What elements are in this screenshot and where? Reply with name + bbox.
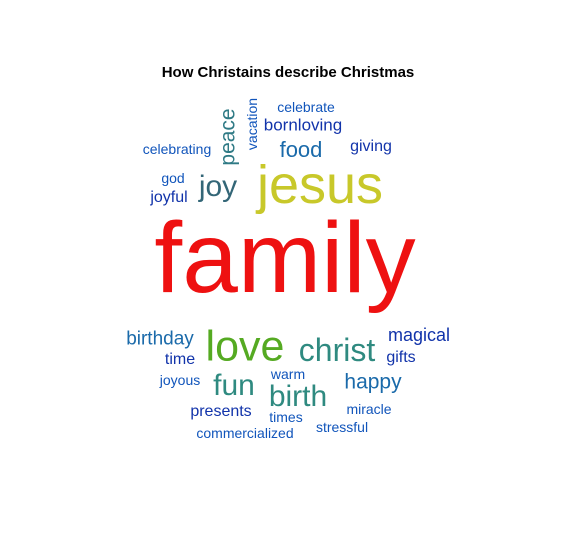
word-joyous: joyous	[159, 372, 201, 388]
word-birth: birth	[268, 380, 328, 413]
word-peace: peace	[216, 108, 240, 166]
word-bornloving: bornloving	[263, 115, 343, 135]
word-god: god	[161, 170, 185, 186]
chart-title: How Christains describe Christmas	[161, 64, 415, 81]
word-times: times	[269, 409, 303, 425]
word-stressful: stressful	[315, 419, 369, 435]
word-time: time	[164, 351, 196, 368]
word-giving: giving	[350, 138, 392, 155]
word-gifts: gifts	[386, 349, 416, 366]
word-joy: joy	[198, 170, 238, 203]
word-food: food	[279, 137, 323, 162]
word-miracle: miracle	[346, 401, 392, 417]
word-birthday: birthday	[126, 328, 194, 350]
word-jesus: jesus	[256, 155, 384, 215]
word-family: family	[154, 202, 416, 314]
word-fun: fun	[213, 369, 255, 402]
word-presents: presents	[190, 403, 252, 420]
word-celebrating: celebrating	[142, 141, 212, 157]
word-magical: magical	[387, 325, 451, 345]
word-love: love	[205, 322, 285, 371]
word-celebrate: celebrate	[277, 99, 335, 115]
word-warm: warm	[270, 366, 306, 382]
word-vacation: vacation	[244, 97, 260, 151]
word-commercialized: commercialized	[196, 425, 294, 441]
word-christ: christ	[298, 332, 376, 368]
word-joyful: joyful	[150, 189, 188, 206]
word-happy: happy	[344, 370, 402, 394]
